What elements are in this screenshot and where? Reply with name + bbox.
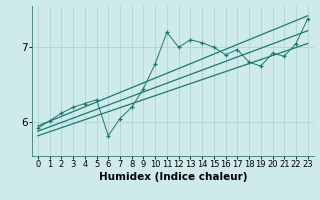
X-axis label: Humidex (Indice chaleur): Humidex (Indice chaleur)	[99, 172, 247, 182]
